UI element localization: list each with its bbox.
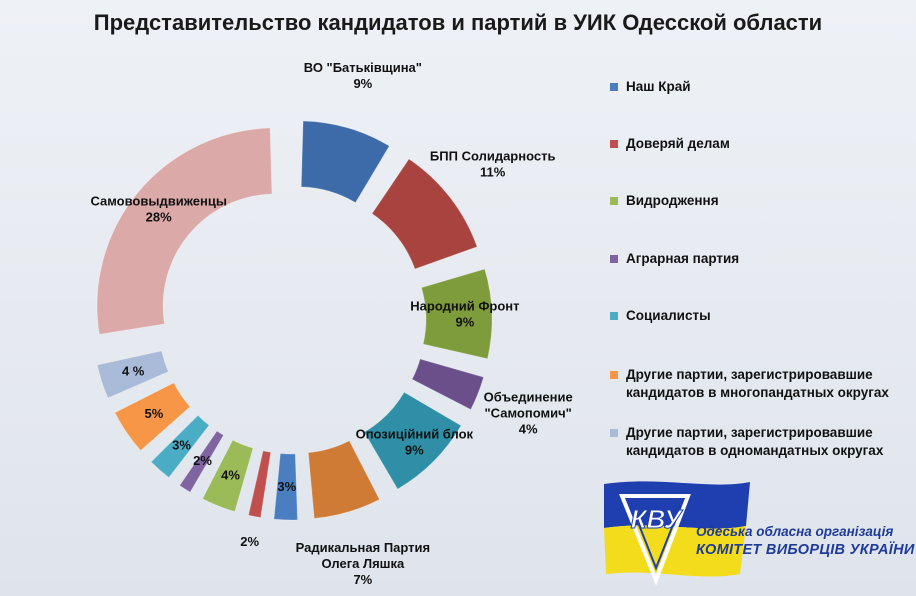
donut-slice [96, 127, 273, 336]
legend-swatch [610, 140, 618, 148]
donut-slice [411, 358, 485, 411]
slice-shape [248, 450, 271, 518]
logo-line-1: Одеська обласна організація [696, 524, 894, 539]
slice-label: Опозиційний блок 9% [356, 426, 474, 457]
legend-item: Доверяй делам [610, 135, 870, 153]
slice-label: 3% [277, 479, 296, 494]
legend-label: Аграрная партия [626, 251, 740, 266]
donut-slice [300, 120, 390, 204]
slice-label: ВО "Батьківщина" 9% [304, 60, 422, 91]
legend-swatch [610, 312, 618, 320]
slice-outline [201, 439, 254, 513]
donut-slice [363, 391, 462, 490]
legend-label: Наш Край [626, 79, 691, 94]
slice-label: Объединение "Самопомич" 4% [484, 390, 573, 437]
legend-label: Доверяй делам [626, 136, 730, 151]
legend-item: Другие партии, зарегистрировавшие кандид… [610, 424, 902, 460]
slice-outline [247, 450, 272, 519]
legend-label: Социалисты [626, 308, 711, 323]
slice-outline [150, 414, 210, 479]
legend-item: Другие партии, зарегистрировавшие кандид… [610, 366, 902, 402]
slice-shape [114, 382, 191, 451]
slice-label: 3% [172, 437, 191, 452]
slice-outline [411, 358, 485, 411]
slice-shape [97, 128, 272, 335]
legend-item: Наш Край [610, 78, 870, 96]
slice-outline [300, 120, 390, 204]
slice-shape [202, 440, 254, 512]
slice-outline [363, 391, 462, 490]
slice-shape [421, 269, 492, 359]
legend-swatch [610, 371, 618, 379]
legend-item: Социалисты [610, 307, 870, 325]
slice-shape [364, 392, 462, 490]
donut-slice [247, 450, 272, 519]
donut-slice [201, 439, 254, 513]
slice-outline [420, 268, 493, 360]
slice-outline [307, 440, 381, 519]
slice-outline [96, 350, 170, 399]
donut-slice [96, 350, 170, 399]
donut-slice [420, 268, 493, 360]
slice-label: БПП Солидарность 11% [430, 148, 556, 179]
slice-outline [371, 158, 478, 270]
slice-shape [308, 440, 380, 519]
slice-label: 4% [221, 467, 240, 482]
legend-label: Другие партии, зарегистрировавшие кандид… [626, 367, 889, 400]
slice-shape [179, 430, 224, 493]
slice-shape [273, 453, 298, 520]
legend-swatch [610, 255, 618, 263]
slice-shape [301, 120, 390, 203]
legend-label: Видродження [626, 193, 719, 208]
slice-label: Самововыдвиженцы 28% [90, 194, 226, 225]
slice-label: Народний Фронт 9% [410, 299, 519, 330]
slice-label: Радикальная Партия Олега Ляшка 7% [296, 540, 431, 587]
slice-outline [114, 382, 191, 452]
chart-title: Представительство кандидатов и партий в … [93, 10, 823, 35]
donut-slice [150, 414, 210, 479]
logo-line-2: КОМІТЕТ ВИБОРЦІВ УКРАЇНИ [696, 542, 915, 558]
legend-swatch [610, 197, 618, 205]
slice-label: 4 % [122, 364, 145, 379]
slice-label: 5% [144, 406, 163, 421]
slice-outline [178, 430, 225, 493]
donut-slice [178, 430, 225, 493]
slice-shape [97, 350, 169, 399]
slice-label: 2% [240, 534, 259, 549]
slice-shape [412, 358, 484, 410]
slice-outline [273, 452, 299, 521]
slice-shape [372, 158, 478, 269]
kvu-logo: КВУ [600, 476, 910, 588]
legend-item: Аграрная партия [610, 250, 870, 268]
legend-item: Видродження [610, 192, 870, 210]
legend-swatch [610, 429, 618, 437]
logo-monogram: КВУ [631, 504, 684, 534]
legend-label: Другие партии, зарегистрировавшие кандид… [626, 425, 884, 458]
legend-swatch [610, 83, 618, 91]
slice-shape [151, 415, 210, 478]
kvu-emblem-icon: КВУ [604, 481, 750, 586]
donut-slice [307, 440, 381, 519]
slice-outline [96, 127, 273, 336]
donut-slice [114, 382, 191, 452]
slice-label: 2% [193, 453, 212, 468]
donut-slice [273, 452, 299, 521]
donut-slice [371, 158, 478, 270]
